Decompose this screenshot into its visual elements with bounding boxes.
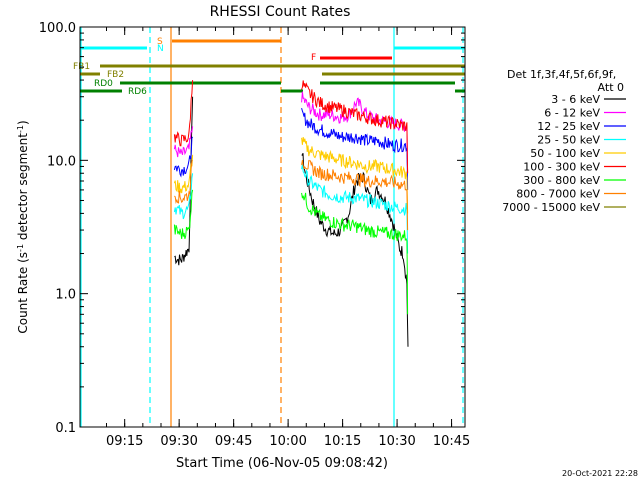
x-tick-label: 10:30 <box>378 434 415 449</box>
timestamp: 20-Oct-2021 22:28 <box>562 469 638 478</box>
legend-label: 100 - 300 keV <box>523 161 600 174</box>
y-label-sup1: -1 <box>16 244 25 252</box>
x-axis-label: Start Time (06-Nov-05 09:08:42) <box>176 456 388 471</box>
legend-label: 6 - 12 keV <box>544 107 600 120</box>
series-line-5-seg-1 <box>301 80 409 174</box>
legend-label: 3 - 6 keV <box>551 93 600 106</box>
series-line-4-seg-1 <box>301 137 409 214</box>
legend-label: 12 - 25 keV <box>537 120 600 133</box>
y-tick-label: 100.0 <box>39 21 76 36</box>
series-line-2-seg-1 <box>301 107 409 190</box>
flag-label-rd0: RD0 <box>94 79 113 89</box>
y-tick-label: 0.1 <box>55 421 76 436</box>
series-line-4-seg-0 <box>173 154 194 194</box>
flag-label-rd6: RD6 <box>128 87 147 97</box>
series-line-6-seg-1 <box>301 192 409 315</box>
y-label-end: ) <box>16 120 30 125</box>
series-line-1-seg-0 <box>173 126 194 158</box>
flag-label-s: S <box>157 37 163 47</box>
legend-label: 50 - 100 keV <box>530 147 600 160</box>
flag-label-n: N <box>157 44 164 54</box>
flag-label-fb2: FB2 <box>107 70 124 80</box>
plot-frame <box>79 26 466 428</box>
series-line-7-seg-1 <box>301 159 409 231</box>
series-line-6-seg-0 <box>173 189 194 239</box>
series-line-7-seg-0 <box>174 159 193 205</box>
series-line-0-seg-1 <box>301 152 409 347</box>
legend-label: 7000 - 15000 keV <box>502 201 600 214</box>
x-tick-label: 10:15 <box>324 434 361 449</box>
series-line-1-seg-1 <box>301 91 409 174</box>
legend-label: 800 - 7000 keV <box>516 188 600 201</box>
flag-label-f: F <box>311 53 316 63</box>
legend-title-line: Att 0 <box>598 81 624 94</box>
chart-title: RHESSI Count Rates <box>210 4 351 20</box>
legend-title-line: Det 1f,3f,4f,5f,6f,9f, <box>507 68 616 81</box>
y-tick-label: 10.0 <box>47 154 76 169</box>
series-line-5-seg-0 <box>173 80 194 147</box>
x-tick-label: 10:45 <box>433 434 470 449</box>
legend-label: 25 - 50 keV <box>537 134 600 147</box>
series-line-3-seg-1 <box>301 164 409 254</box>
y-label-mid: detector segment <box>16 133 30 244</box>
y-label-main: Count Rate (s <box>16 252 30 334</box>
series-line-0-seg-0 <box>174 96 194 266</box>
x-tick-label: 10:00 <box>269 434 306 449</box>
x-tick-label: 09:45 <box>215 434 252 449</box>
x-tick-label: 09:30 <box>160 434 197 449</box>
series-line-3-seg-0 <box>173 173 194 220</box>
series-line-2-seg-0 <box>173 136 194 178</box>
y-label-sup2: -1 <box>16 125 25 133</box>
y-axis-label: Count Rate (s-1 detector segment-1) <box>16 120 31 333</box>
y-tick-label: 1.0 <box>55 288 76 303</box>
x-tick-label: 09:15 <box>106 434 143 449</box>
legend-label: 300 - 800 keV <box>523 174 600 187</box>
